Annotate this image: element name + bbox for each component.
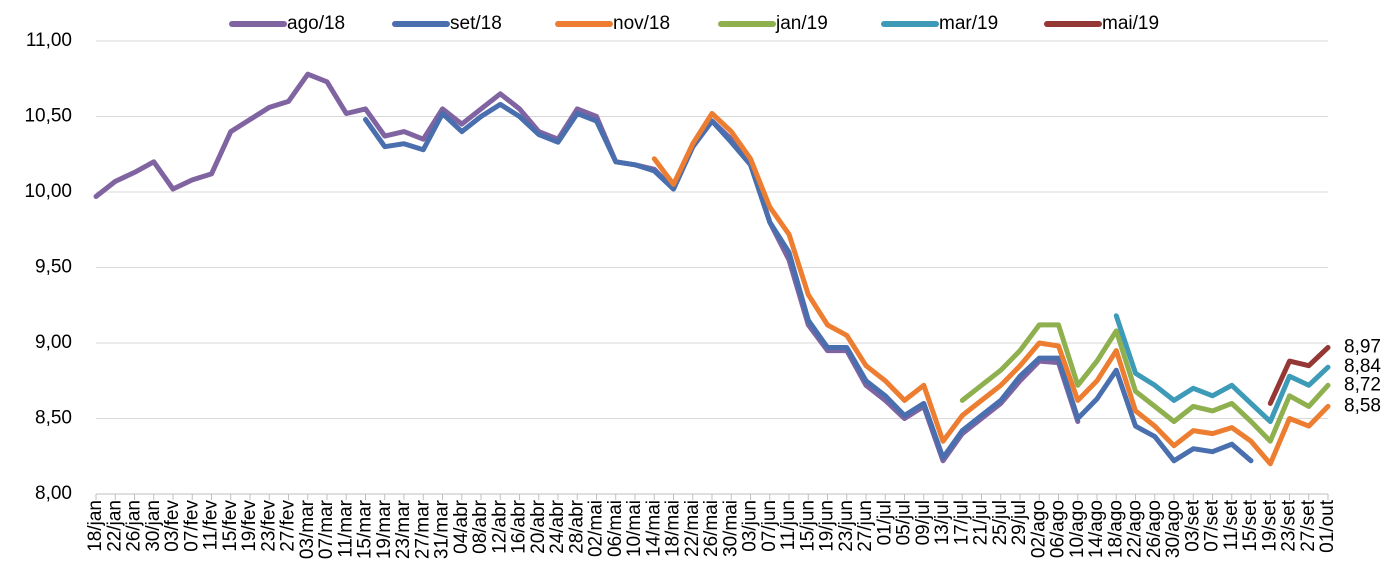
x-tick-label: 05/jul: [894, 500, 915, 545]
x-tick-label: 18/mai: [663, 500, 684, 557]
y-tick-label: 8,00: [35, 483, 72, 504]
x-tick-label: 01/jul: [874, 500, 895, 545]
data-label: 8,84: [1344, 356, 1381, 377]
x-tick-label: 09/jul: [913, 500, 934, 545]
legend-label: jan/19: [775, 13, 828, 34]
x-tick-label: 11/fev: [201, 500, 222, 551]
x-tick-label: 22/ago: [1125, 500, 1146, 558]
x-tick-label: 22/jan: [104, 500, 125, 552]
x-tick-label: 06/ago: [1048, 500, 1069, 558]
x-tick-label: 03/set: [1182, 499, 1203, 551]
x-tick-label: 19/fev: [239, 500, 260, 552]
x-tick-label: 10/ago: [1067, 500, 1088, 558]
x-tick-label: 11/set: [1221, 499, 1242, 550]
x-tick-label: 28/abr: [566, 499, 587, 554]
x-tick-label: 31/mar: [432, 499, 453, 559]
x-tick-label: 30/ago: [1163, 500, 1184, 558]
x-tick-label: 14/ago: [1086, 500, 1107, 558]
x-tick-label: 15/set: [1240, 499, 1261, 551]
series-line: [651, 111, 1331, 467]
x-tick-label: 03/mar: [297, 499, 318, 559]
x-tick-label: 26/mai: [701, 500, 722, 557]
x-tick-label: 02/ago: [1028, 500, 1049, 558]
x-tick-label: 19/jun: [817, 500, 838, 552]
x-tick-label: 27/set: [1298, 499, 1319, 551]
x-tick-label: 21/jul: [971, 500, 992, 545]
x-tick-label: 04/abr: [451, 499, 472, 554]
x-tick-label: 19/mar: [374, 499, 395, 559]
x-tick-label: 23/set: [1279, 499, 1300, 551]
series-line: [1113, 313, 1331, 424]
x-tick-label: 26/jan: [124, 500, 145, 552]
data-label: 8,97: [1344, 337, 1381, 358]
x-tick-label: 23/jun: [836, 500, 857, 552]
legend-label: ago/18: [287, 13, 345, 34]
x-tick-label: 07/set: [1202, 499, 1223, 551]
x-tick-label: 07/jun: [759, 500, 780, 552]
x-tick-label: 27/fev: [278, 500, 299, 552]
series-line: [1267, 345, 1331, 406]
x-tick-label: 16/abr: [509, 499, 530, 554]
series-line: [959, 322, 1331, 444]
data-label: 8,58: [1344, 395, 1381, 416]
legend-label: mar/19: [939, 13, 998, 34]
x-tick-label: 29/jul: [1009, 500, 1030, 545]
x-tick-label: 01/out: [1317, 499, 1338, 553]
x-tick-label: 12/abr: [489, 499, 510, 554]
x-tick-label: 08/abr: [470, 499, 491, 554]
x-tick-label: 07/fev: [181, 500, 202, 552]
x-tick-label: 20/abr: [528, 499, 549, 554]
x-tick-label: 23/fev: [258, 500, 279, 552]
x-tick-label: 11/mar: [335, 499, 356, 557]
y-tick-label: 9,50: [35, 257, 72, 278]
legend-label: nov/18: [613, 13, 670, 34]
x-tick-label: 17/jul: [951, 500, 972, 545]
x-tick-label: 06/mai: [605, 500, 626, 557]
x-tick-label: 18/ago: [1105, 500, 1126, 558]
legend-label: set/18: [450, 13, 502, 34]
x-tick-label: 27/mar: [412, 499, 433, 559]
x-tick-label: 23/mar: [393, 499, 414, 559]
x-tick-label: 24/abr: [547, 499, 568, 554]
x-tick-label: 03/jun: [740, 500, 761, 552]
x-tick-label: 14/mai: [643, 500, 664, 557]
x-tick-label: 18/jan: [85, 500, 106, 552]
x-tick-label: 19/set: [1259, 499, 1280, 551]
series-line: [363, 101, 1254, 464]
y-tick-label: 11,00: [26, 30, 72, 51]
legend-label: mai/19: [1102, 13, 1159, 34]
x-tick-label: 11/jun: [778, 500, 799, 550]
x-tick-label: 10/mai: [624, 500, 645, 557]
x-tick-label: 15/fev: [220, 500, 241, 552]
x-tick-label: 13/jul: [932, 500, 953, 545]
y-tick-label: 10,50: [24, 106, 72, 127]
x-tick-label: 15/mar: [355, 499, 376, 559]
x-tick-label: 07/mar: [316, 499, 337, 559]
y-tick-label: 8,50: [35, 408, 72, 429]
data-label: 8,72: [1344, 374, 1381, 395]
x-tick-label: 03/fev: [162, 500, 183, 552]
x-tick-label: 15/jun: [797, 500, 818, 552]
x-tick-label: 30/mai: [720, 500, 741, 557]
x-tick-label: 26/ago: [1144, 500, 1165, 558]
x-tick-label: 27/jun: [855, 500, 876, 552]
series-line: [93, 71, 1081, 464]
y-tick-label: 9,00: [35, 332, 72, 353]
x-tick-label: 02/mai: [586, 500, 607, 557]
x-tick-label: 22/mai: [682, 500, 703, 557]
x-tick-label: 25/jul: [990, 500, 1011, 545]
x-tick-label: 30/jan: [143, 500, 164, 552]
y-tick-label: 10,00: [24, 181, 72, 202]
